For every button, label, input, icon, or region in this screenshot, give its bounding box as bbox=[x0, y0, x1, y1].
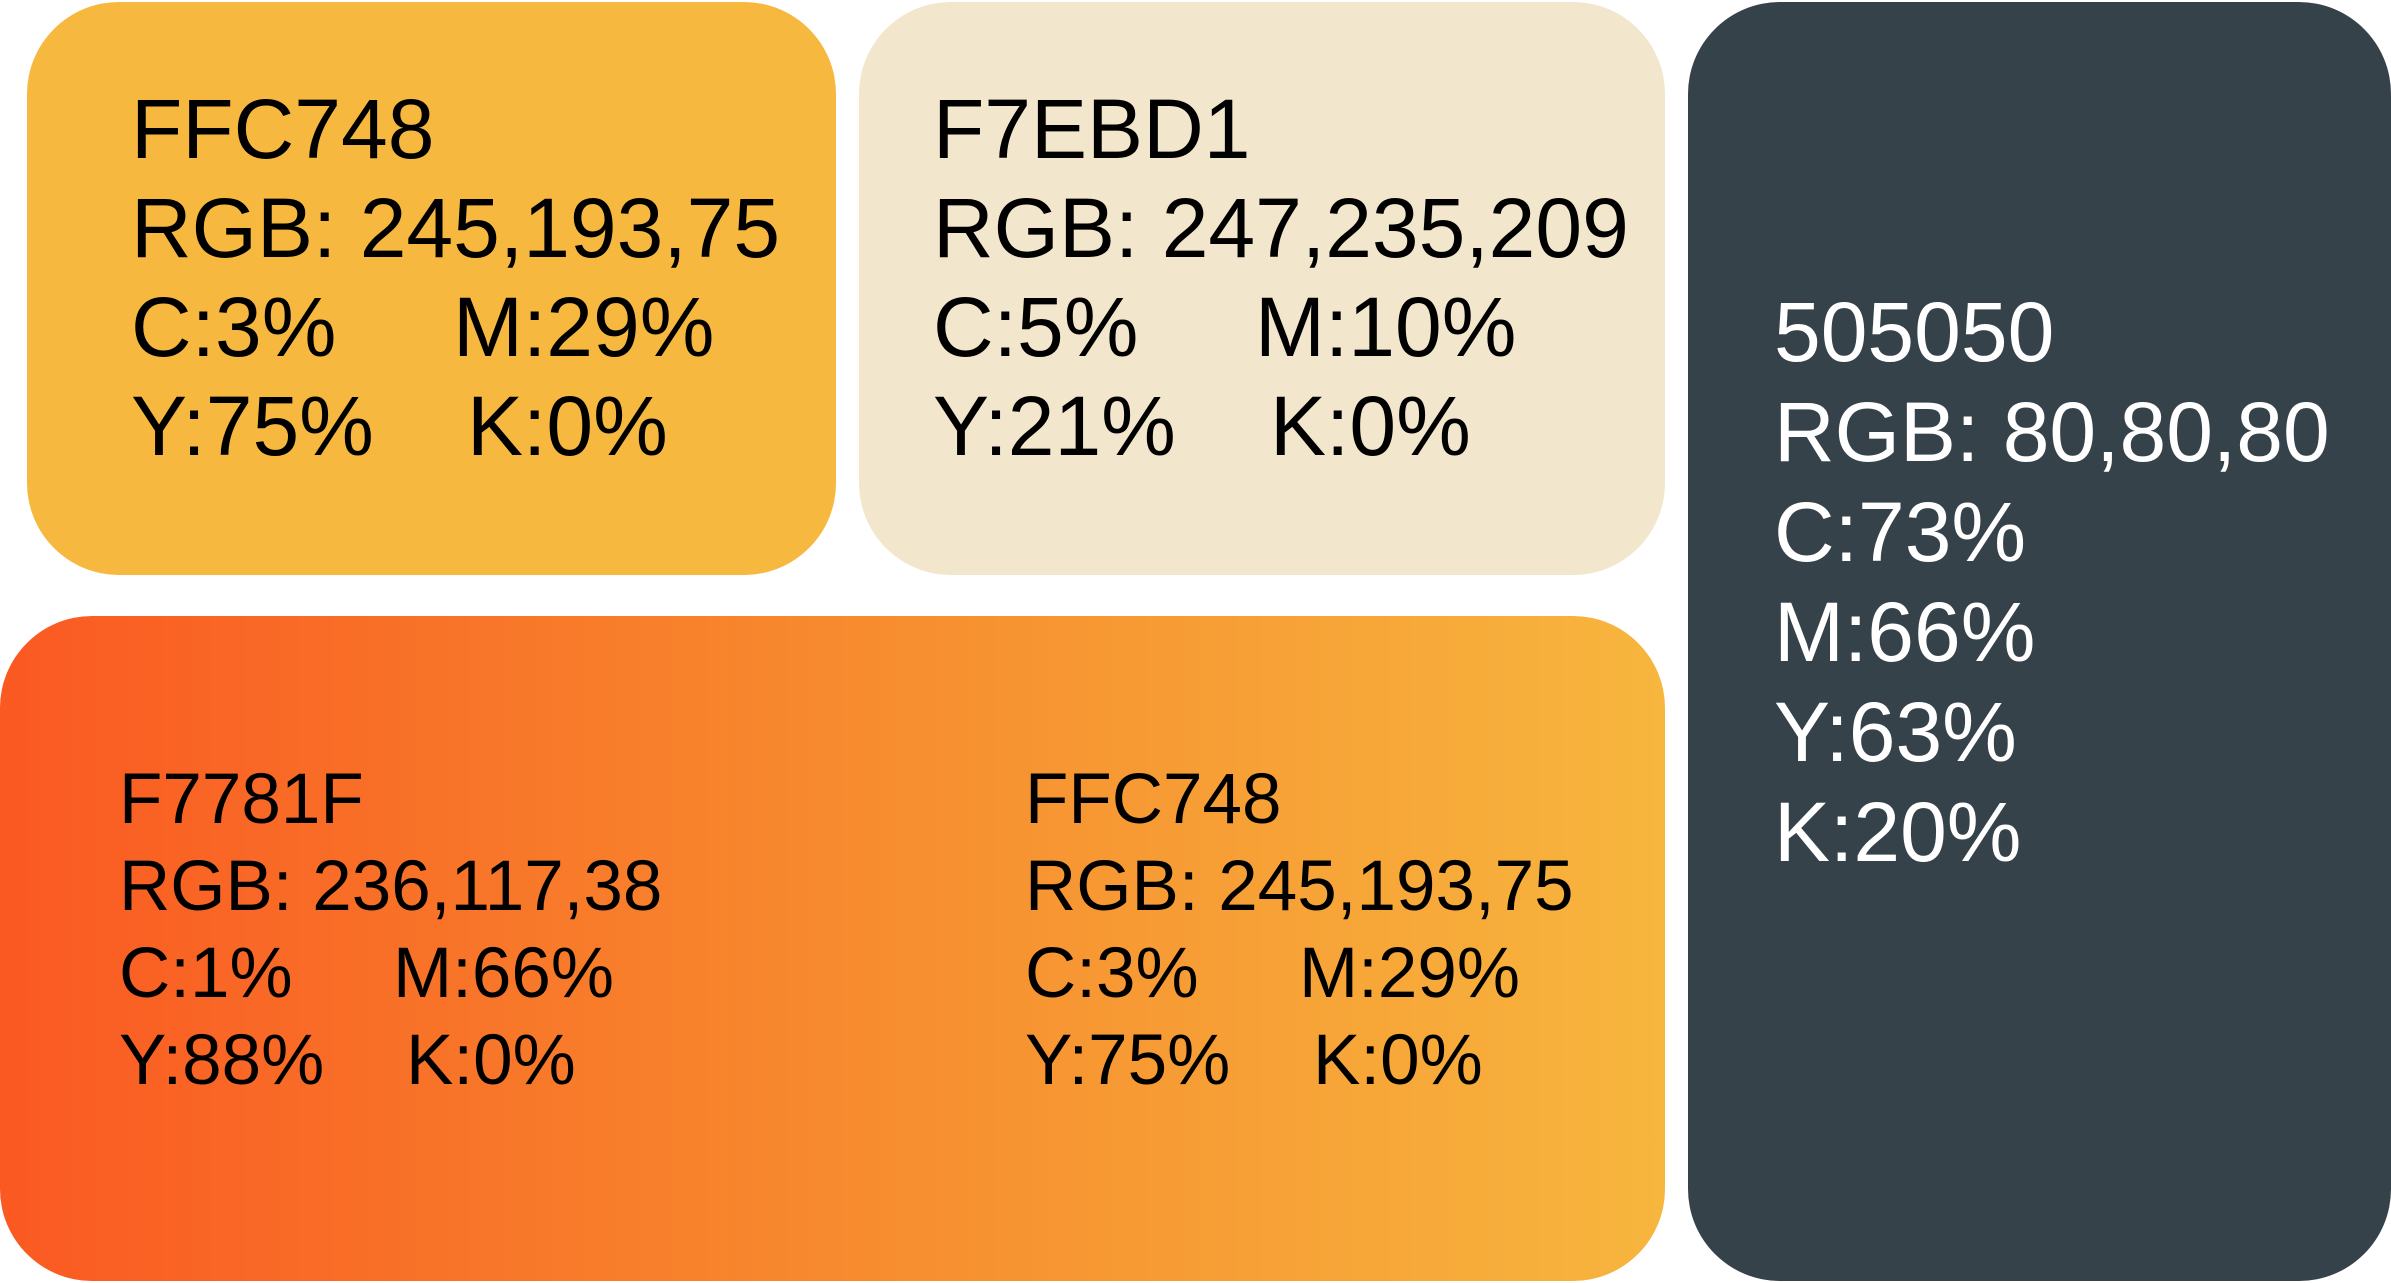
m-label: M:29% bbox=[1299, 934, 1520, 1013]
swatch-card bbox=[1688, 2, 2391, 1281]
m-label: M:66% bbox=[393, 934, 614, 1013]
y-label: Y:75% bbox=[131, 379, 374, 473]
rgb-label: RGB: 245,193,75 bbox=[131, 181, 780, 275]
gradient-card bbox=[0, 616, 1665, 1281]
c-label: C:1% bbox=[119, 934, 293, 1013]
k-label: K:20% bbox=[1774, 785, 2022, 879]
k-label: K:0% bbox=[1270, 379, 1471, 473]
hex-label: FFC748 bbox=[131, 82, 434, 176]
hex-label: F7781F bbox=[119, 760, 364, 839]
m-label: M:10% bbox=[1255, 280, 1516, 374]
rgb-label: RGB: 80,80,80 bbox=[1774, 385, 2330, 479]
y-label: Y:21% bbox=[933, 379, 1176, 473]
rgb-label: RGB: 236,117,38 bbox=[119, 847, 662, 926]
m-label: M:29% bbox=[453, 280, 714, 374]
m-label: M:66% bbox=[1774, 585, 2035, 679]
c-label: C:3% bbox=[131, 280, 336, 374]
c-label: C:5% bbox=[933, 280, 1138, 374]
y-label: Y:75% bbox=[1025, 1021, 1230, 1100]
k-label: K:0% bbox=[1313, 1021, 1483, 1100]
swatch-card bbox=[859, 2, 1665, 575]
swatch-card bbox=[27, 2, 836, 575]
c-label: C:73% bbox=[1774, 485, 2026, 579]
y-label: Y:63% bbox=[1774, 685, 2017, 779]
rgb-label: RGB: 247,235,209 bbox=[933, 181, 1629, 275]
hex-label: FFC748 bbox=[1025, 760, 1281, 839]
hex-label: F7EBD1 bbox=[933, 82, 1250, 176]
hex-label: 505050 bbox=[1774, 285, 2054, 379]
c-label: C:3% bbox=[1025, 934, 1199, 1013]
rgb-label: RGB: 245,193,75 bbox=[1025, 847, 1574, 926]
k-label: K:0% bbox=[406, 1021, 576, 1100]
y-label: Y:88% bbox=[119, 1021, 324, 1100]
k-label: K:0% bbox=[467, 379, 668, 473]
